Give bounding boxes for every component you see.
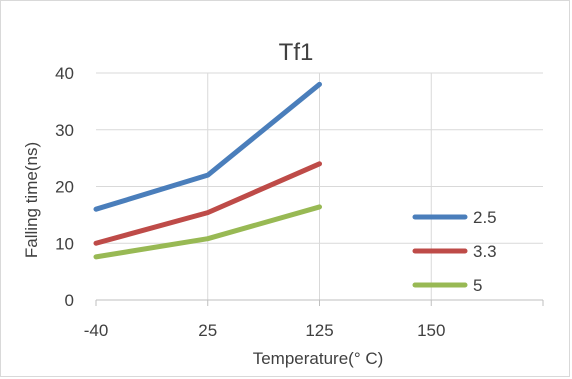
x-tick-labels: -40 25 125 150 [84, 321, 446, 340]
legend-label: 2.5 [473, 208, 497, 227]
series-line-3.3 [93, 161, 322, 246]
legend-label: 5 [473, 276, 482, 295]
y-tick-label: 20 [55, 178, 74, 197]
x-tick-label: -40 [84, 321, 109, 340]
y-tick-label: 10 [55, 234, 74, 253]
series-line-5 [93, 204, 322, 260]
y-tick-label: 0 [65, 291, 74, 310]
x-tick-label: 150 [417, 321, 445, 340]
y-tick-label: 30 [55, 121, 74, 140]
series-line-2.5 [93, 81, 322, 212]
data-series [93, 81, 322, 260]
x-axis [95, 299, 544, 306]
legend: 2.5 3.3 5 [412, 208, 497, 295]
x-tick-label: 125 [305, 321, 333, 340]
legend-label: 3.3 [473, 242, 497, 261]
y-tick-label: 40 [55, 64, 74, 83]
x-tick-label: 25 [198, 321, 217, 340]
y-axis-label: Falling time(ns) [22, 142, 41, 258]
chart-title: Tf1 [279, 39, 314, 66]
y-tick-labels: 0 10 20 30 40 [55, 64, 74, 310]
x-axis-label: Temperature(° C) [253, 349, 384, 368]
